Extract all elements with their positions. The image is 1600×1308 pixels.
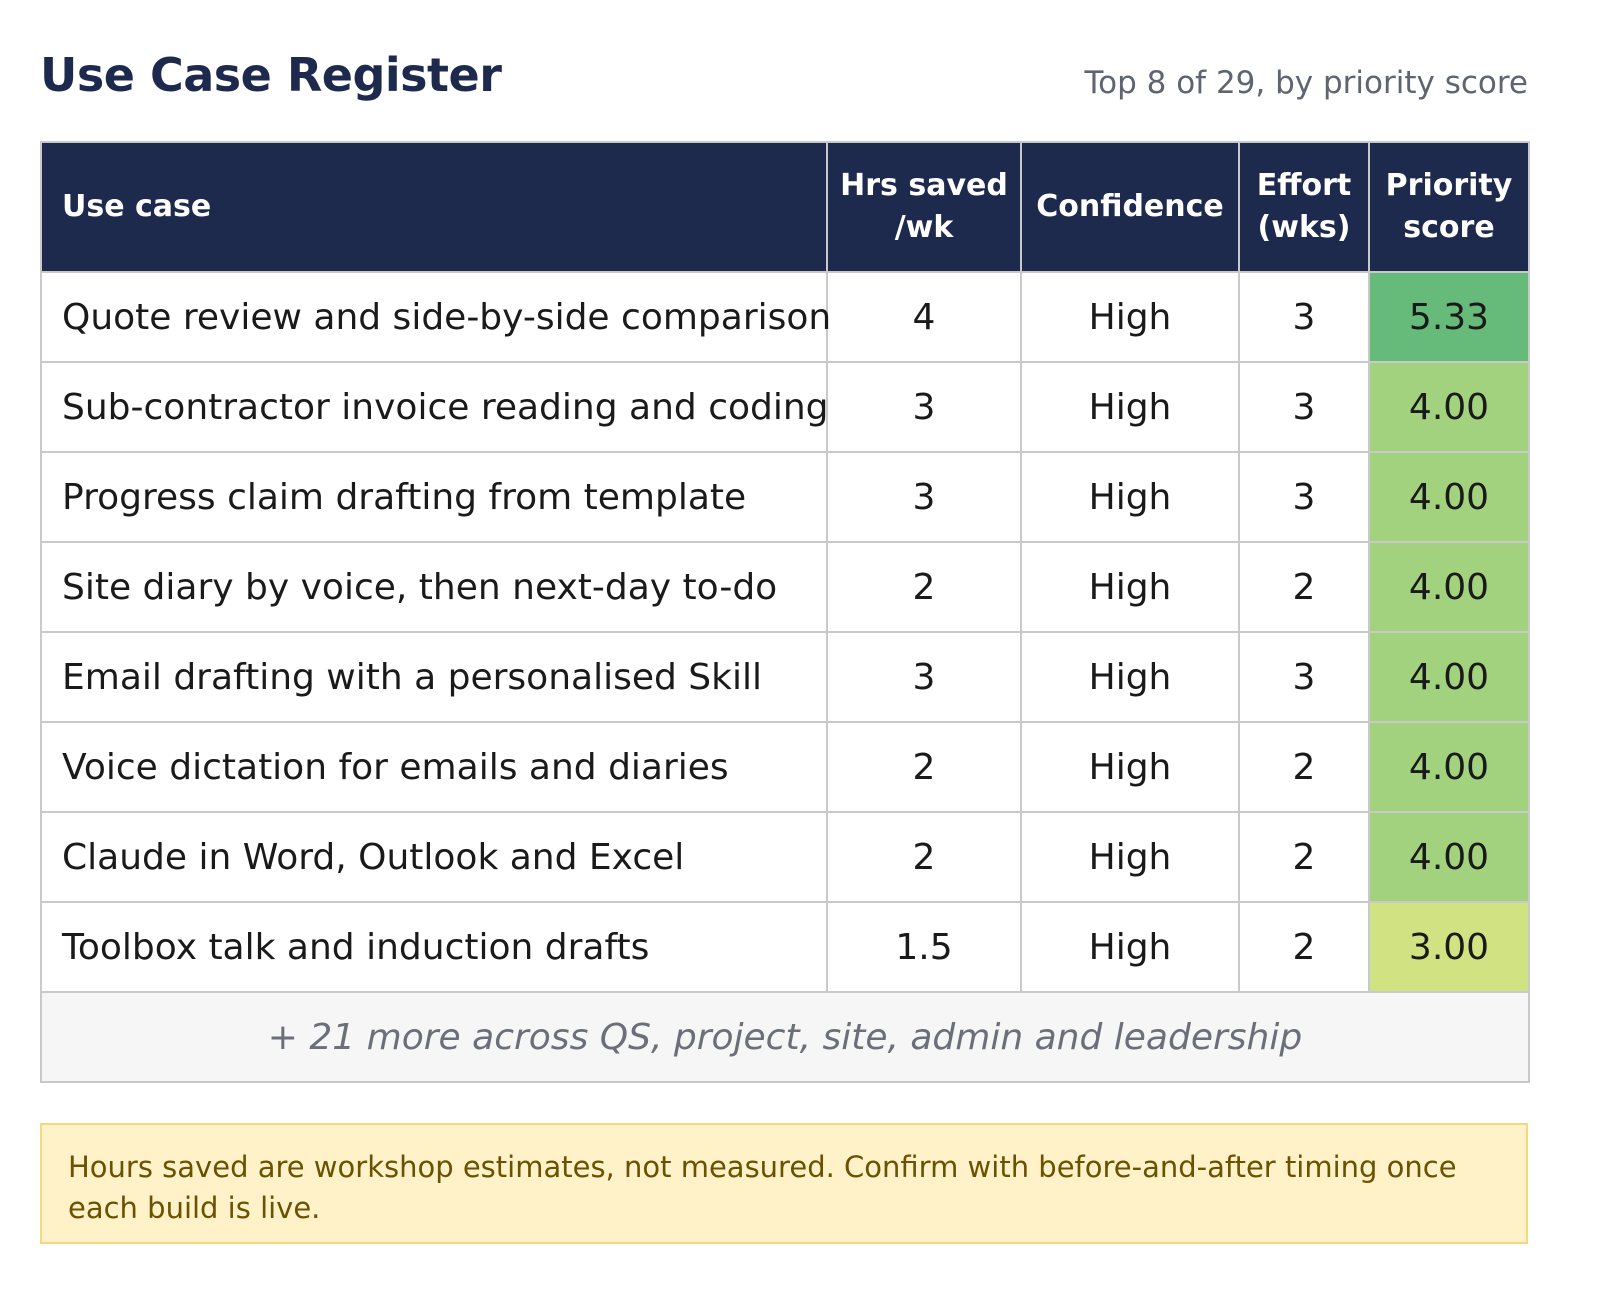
use-case-cell: Email drafting with a personalised Skill bbox=[40, 631, 828, 723]
use-case-cell: Voice dictation for emails and diaries bbox=[40, 721, 828, 813]
effort-cell: 3 bbox=[1238, 451, 1370, 543]
table-row: Toolbox talk and induction drafts 1.5 Hi… bbox=[40, 901, 1530, 993]
column-header-confidence: Confidence bbox=[1020, 141, 1240, 273]
column-header-label: Confidence bbox=[1036, 189, 1224, 224]
use-case-table: Use case Hrs saved /wk Confidence Effort… bbox=[40, 141, 1530, 1083]
hrs-saved-cell: 3 bbox=[826, 361, 1022, 453]
table-row: Quote review and side-by-side comparison… bbox=[40, 271, 1530, 363]
table-row: Voice dictation for emails and diaries 2… bbox=[40, 721, 1530, 813]
priority-score-cell: 4.00 bbox=[1368, 631, 1530, 723]
column-header-effort: Effort (wks) bbox=[1238, 141, 1370, 273]
confidence-cell: High bbox=[1020, 361, 1240, 453]
use-case-cell: Site diary by voice, then next-day to-do bbox=[40, 541, 828, 633]
hrs-saved-cell: 2 bbox=[826, 541, 1022, 633]
table-row: Claude in Word, Outlook and Excel 2 High… bbox=[40, 811, 1530, 903]
estimate-note-text: Hours saved are workshop estimates, not … bbox=[68, 1150, 1457, 1225]
hrs-saved-cell: 2 bbox=[826, 721, 1022, 813]
confidence-cell: High bbox=[1020, 271, 1240, 363]
column-header-priority-score: Priority score bbox=[1368, 141, 1530, 273]
priority-score-cell: 3.00 bbox=[1368, 901, 1530, 993]
page-subtitle: Top 8 of 29, by priority score bbox=[1084, 65, 1528, 101]
use-case-cell: Toolbox talk and induction drafts bbox=[40, 901, 828, 993]
column-header-hrs-saved: Hrs saved /wk bbox=[826, 141, 1022, 273]
effort-cell: 3 bbox=[1238, 631, 1370, 723]
column-header-sublabel: (wks) bbox=[1257, 210, 1351, 245]
hrs-saved-cell: 1.5 bbox=[826, 901, 1022, 993]
confidence-cell: High bbox=[1020, 631, 1240, 723]
use-case-cell: Claude in Word, Outlook and Excel bbox=[40, 811, 828, 903]
column-header-label: Use case bbox=[62, 189, 212, 224]
hrs-saved-cell: 3 bbox=[826, 631, 1022, 723]
column-header-sublabel: score bbox=[1403, 210, 1495, 245]
priority-score-cell: 4.00 bbox=[1368, 811, 1530, 903]
table-header-row: Use case Hrs saved /wk Confidence Effort… bbox=[40, 141, 1530, 273]
confidence-cell: High bbox=[1020, 451, 1240, 543]
effort-cell: 2 bbox=[1238, 721, 1370, 813]
confidence-cell: High bbox=[1020, 901, 1240, 993]
priority-score-cell: 4.00 bbox=[1368, 721, 1530, 813]
more-items-text: + 21 more across QS, project, site, admi… bbox=[40, 991, 1530, 1083]
use-case-cell: Progress claim drafting from template bbox=[40, 451, 828, 543]
column-header-sublabel: /wk bbox=[894, 210, 954, 245]
column-header-label: Priority bbox=[1385, 168, 1513, 203]
table-row: Email drafting with a personalised Skill… bbox=[40, 631, 1530, 723]
priority-score-cell: 4.00 bbox=[1368, 451, 1530, 543]
use-case-cell: Quote review and side-by-side comparison bbox=[40, 271, 831, 363]
effort-cell: 3 bbox=[1238, 271, 1370, 363]
use-case-cell: Sub-contractor invoice reading and codin… bbox=[40, 361, 829, 453]
priority-score-cell: 4.00 bbox=[1368, 361, 1530, 453]
column-header-label: Hrs saved bbox=[840, 168, 1008, 203]
table-row: Progress claim drafting from template 3 … bbox=[40, 451, 1530, 543]
table-row: Sub-contractor invoice reading and codin… bbox=[40, 361, 1530, 453]
hrs-saved-cell: 3 bbox=[826, 451, 1022, 543]
estimate-note: Hours saved are workshop estimates, not … bbox=[40, 1123, 1528, 1244]
page-title: Use Case Register bbox=[40, 48, 502, 102]
hrs-saved-cell: 4 bbox=[826, 271, 1022, 363]
confidence-cell: High bbox=[1020, 811, 1240, 903]
effort-cell: 2 bbox=[1238, 901, 1370, 993]
effort-cell: 2 bbox=[1238, 541, 1370, 633]
effort-cell: 2 bbox=[1238, 811, 1370, 903]
page-header: Use Case Register Top 8 of 29, by priori… bbox=[40, 48, 1528, 118]
effort-cell: 3 bbox=[1238, 361, 1370, 453]
priority-score-cell: 5.33 bbox=[1368, 271, 1530, 363]
more-items-row: + 21 more across QS, project, site, admi… bbox=[40, 991, 1530, 1083]
priority-score-cell: 4.00 bbox=[1368, 541, 1530, 633]
confidence-cell: High bbox=[1020, 541, 1240, 633]
column-header-label: Effort bbox=[1256, 168, 1352, 203]
column-header-use-case: Use case bbox=[40, 141, 828, 273]
confidence-cell: High bbox=[1020, 721, 1240, 813]
hrs-saved-cell: 2 bbox=[826, 811, 1022, 903]
table-row: Site diary by voice, then next-day to-do… bbox=[40, 541, 1530, 633]
